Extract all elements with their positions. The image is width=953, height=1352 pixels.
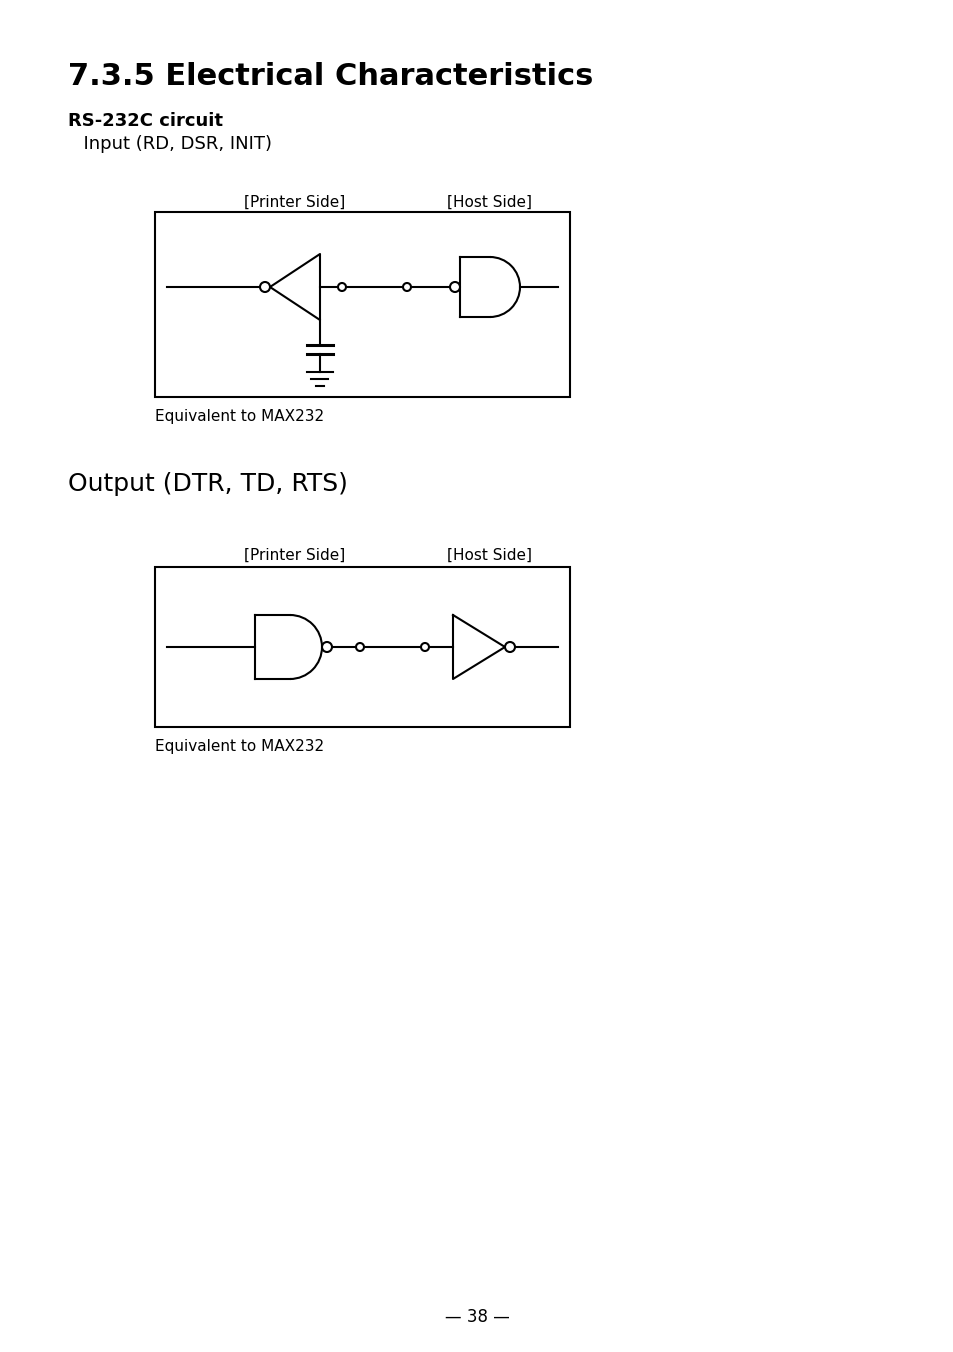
Circle shape (337, 283, 346, 291)
Circle shape (260, 283, 270, 292)
Text: Equivalent to MAX232: Equivalent to MAX232 (154, 410, 324, 425)
Text: 7.3.5 Electrical Characteristics: 7.3.5 Electrical Characteristics (68, 62, 593, 91)
Text: [Printer Side]: [Printer Side] (244, 195, 345, 210)
Text: Equivalent to MAX232: Equivalent to MAX232 (154, 740, 324, 754)
Bar (154, 212, 569, 397)
Text: [Printer Side]: [Printer Side] (244, 548, 345, 562)
Circle shape (322, 642, 332, 652)
Circle shape (450, 283, 459, 292)
Text: [Host Side]: [Host Side] (447, 548, 532, 562)
Circle shape (420, 644, 429, 652)
Circle shape (402, 283, 411, 291)
Text: Output (DTR, TD, RTS): Output (DTR, TD, RTS) (68, 472, 348, 496)
Text: [Host Side]: [Host Side] (447, 195, 532, 210)
Circle shape (355, 644, 364, 652)
Text: RS-232C circuit: RS-232C circuit (68, 112, 223, 130)
Bar (154, 566, 569, 727)
Text: Input (RD, DSR, INIT): Input (RD, DSR, INIT) (71, 135, 272, 153)
Text: — 38 —: — 38 — (444, 1307, 509, 1326)
Circle shape (504, 642, 515, 652)
